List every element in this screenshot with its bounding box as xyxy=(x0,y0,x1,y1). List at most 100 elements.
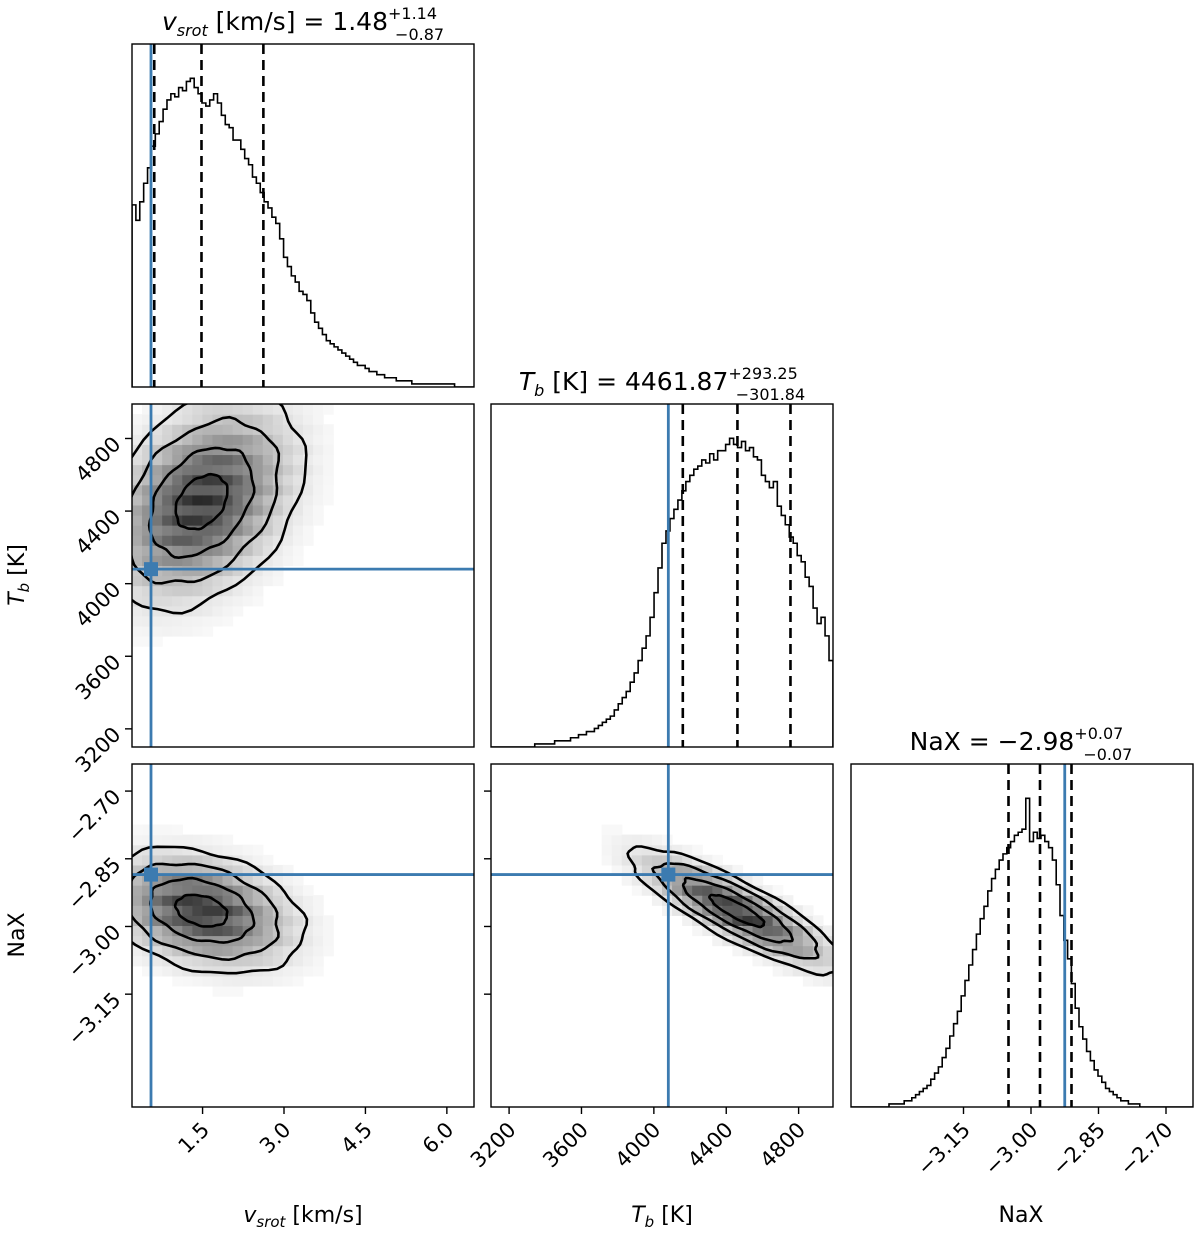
axes-frame xyxy=(490,763,834,1108)
density-cell xyxy=(212,464,224,476)
density-cell xyxy=(303,905,314,916)
density-cell xyxy=(242,595,254,607)
density-cell xyxy=(212,895,224,906)
density-cell xyxy=(272,905,284,916)
density-cell xyxy=(762,905,774,916)
density-cell xyxy=(222,454,234,466)
density-cell xyxy=(132,864,143,876)
density-cell xyxy=(142,615,153,627)
density-cell xyxy=(222,585,234,597)
density-cell xyxy=(182,585,193,597)
density-cell xyxy=(212,444,224,456)
density-cell xyxy=(303,404,314,415)
density-cell xyxy=(152,454,163,466)
density-cell xyxy=(212,525,224,536)
density-cell xyxy=(631,844,643,856)
density-cell xyxy=(272,874,284,886)
density-cell xyxy=(672,885,683,896)
density-cell xyxy=(631,854,643,866)
density-cell xyxy=(182,404,193,415)
density-cell xyxy=(242,484,254,496)
density-cell xyxy=(182,504,193,516)
density-cell xyxy=(262,945,274,957)
density-cell xyxy=(313,504,324,516)
density-cell xyxy=(232,844,244,856)
density-cell xyxy=(162,905,173,916)
density-cell xyxy=(252,595,264,607)
density-cell xyxy=(222,404,234,415)
panel-nax-vs-vsrot: −3.15 −3.00 −2.85 −2.70 1.5 3.0 4.5 6.0 … xyxy=(5,763,475,1231)
density-cell xyxy=(152,834,163,846)
density-cell xyxy=(232,514,244,526)
density-cell xyxy=(132,824,143,836)
density-cell xyxy=(651,874,663,886)
density-cell xyxy=(313,514,324,526)
density-cell xyxy=(182,474,193,486)
density-cell xyxy=(272,864,284,876)
density-cell xyxy=(152,555,163,567)
density-cell xyxy=(802,935,814,947)
density-cell xyxy=(272,404,284,415)
density-cell xyxy=(802,925,814,937)
density-cell xyxy=(132,575,143,587)
density-cell xyxy=(303,895,314,906)
density-cell xyxy=(142,545,153,556)
density-cell xyxy=(262,975,274,987)
density-cell xyxy=(182,535,193,546)
density-cell xyxy=(182,925,193,937)
x-tick-label: 6.0 xyxy=(418,1118,459,1159)
density-cell xyxy=(142,555,153,567)
density-cell xyxy=(621,864,633,876)
density-cell xyxy=(313,935,324,947)
density-cell xyxy=(142,414,153,425)
density-cell xyxy=(742,915,754,927)
density-cell xyxy=(222,474,234,486)
density-cell xyxy=(303,525,314,536)
density-cell xyxy=(192,885,204,896)
contour-line xyxy=(132,862,280,962)
density-cell xyxy=(192,484,204,496)
density-cell xyxy=(192,414,204,425)
density-cell xyxy=(182,595,193,607)
density-cell xyxy=(192,565,204,577)
density-cell xyxy=(292,474,304,486)
density-cell xyxy=(641,854,653,866)
density-cell xyxy=(682,905,693,916)
density-cell xyxy=(162,965,173,977)
density-cell xyxy=(272,555,284,567)
x-tick-label: 3200 xyxy=(466,1118,521,1173)
density-cell xyxy=(192,834,204,846)
density-cell xyxy=(152,575,163,587)
density-cell xyxy=(212,985,224,997)
density-cell xyxy=(323,434,334,445)
density-cell xyxy=(152,854,163,866)
y-tick-label: −2.85 xyxy=(63,852,125,914)
density-cell xyxy=(212,854,224,866)
truth-marker xyxy=(144,867,158,882)
density-cell xyxy=(212,424,224,435)
density-cell xyxy=(172,615,183,627)
x-tick-label: 4800 xyxy=(755,1118,810,1173)
density-cell xyxy=(172,595,183,607)
density-cell xyxy=(172,555,183,567)
density-cell xyxy=(722,905,734,916)
density-cell xyxy=(272,915,284,927)
density-cell xyxy=(292,874,304,886)
density-cell xyxy=(752,935,764,947)
density-cell xyxy=(292,935,304,947)
density-cell xyxy=(152,414,163,425)
density-cell xyxy=(792,935,804,947)
density-cell xyxy=(212,605,224,617)
density-cell xyxy=(242,464,254,476)
density-cell xyxy=(142,605,153,617)
density-cell xyxy=(303,484,314,496)
density-cell xyxy=(282,504,294,516)
density-cell xyxy=(232,925,244,937)
density-cell xyxy=(202,414,214,425)
density-cell xyxy=(712,915,723,927)
density-cell xyxy=(262,565,274,577)
density-cell xyxy=(162,404,173,415)
density-cell xyxy=(212,535,224,546)
density-cell xyxy=(232,474,244,486)
density-cell xyxy=(152,545,163,556)
